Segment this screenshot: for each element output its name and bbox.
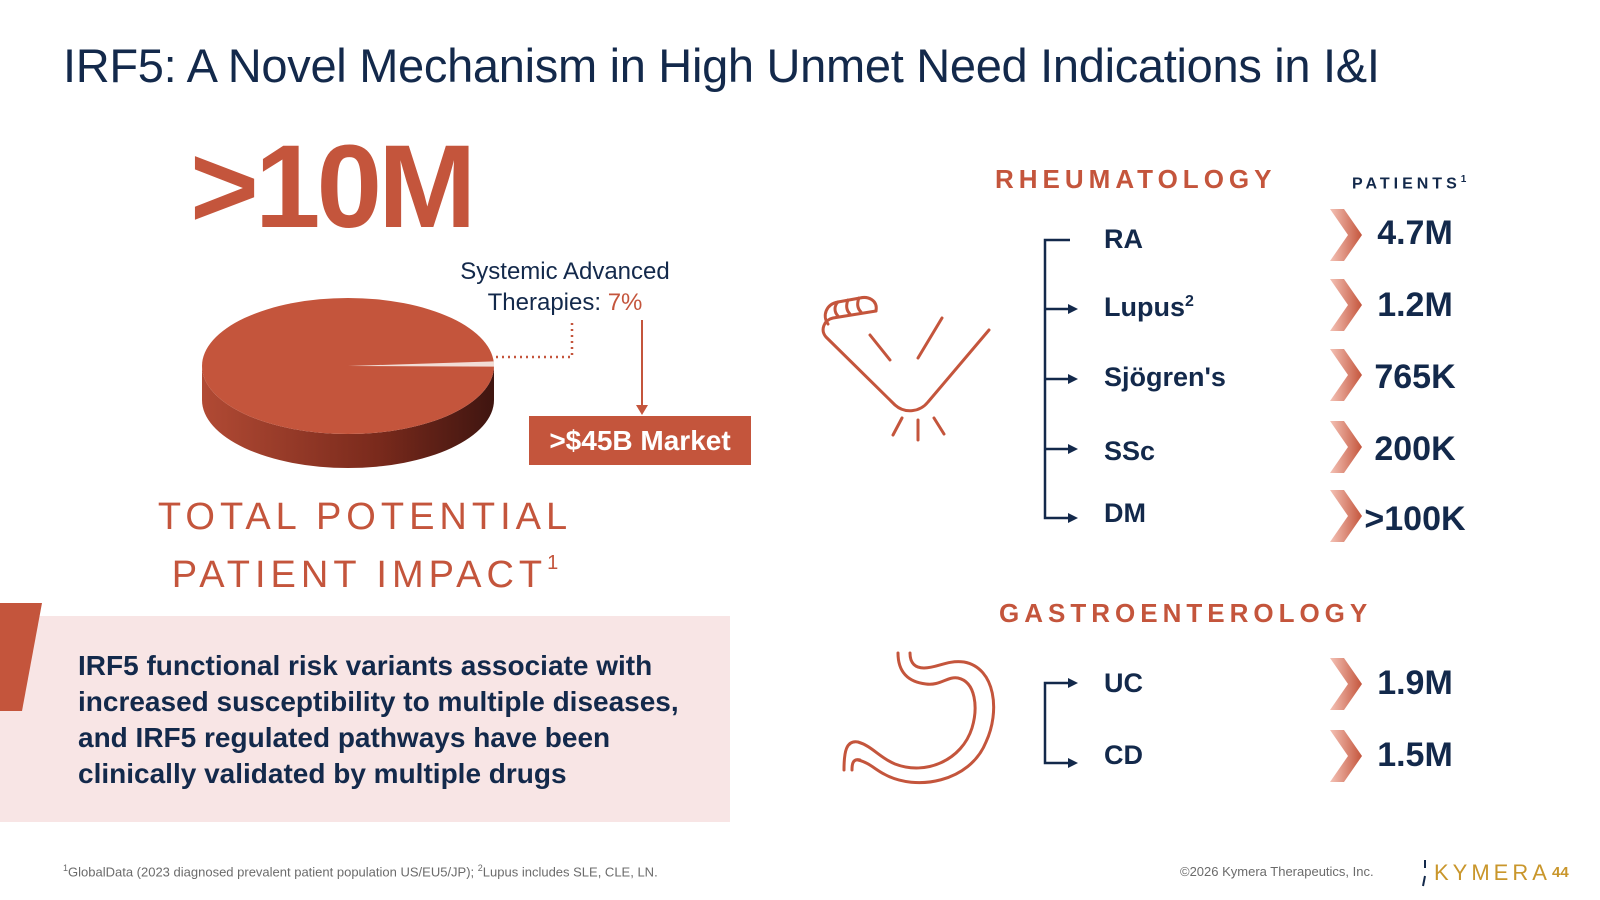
indication-cd: CD — [1104, 740, 1143, 771]
impact-line2: PATIENT IMPACT1 — [130, 540, 600, 598]
indication-label: SSc — [1104, 436, 1156, 466]
arm-joint-icon — [821, 296, 991, 442]
impact-footnote-ref: 1 — [547, 552, 559, 574]
footnote: 1GlobalData (2023 diagnosed prevalent pa… — [63, 863, 658, 879]
footnote-ref-2: 2 — [477, 863, 483, 873]
patients-value-cd: 1.5M — [1377, 736, 1453, 774]
indication-label: Lupus — [1104, 292, 1185, 322]
stomach-icon — [842, 651, 996, 785]
kymera-logo-mark — [1422, 860, 1426, 887]
page-title: IRF5: A Novel Mechanism in High Unmet Ne… — [63, 39, 1380, 92]
indication-label: CD — [1104, 740, 1143, 770]
indication-ra: RA — [1104, 224, 1143, 255]
indication-label: Sjögren's — [1104, 362, 1226, 392]
gastro-bracket — [1043, 681, 1070, 765]
patients-value-ra: 4.7M — [1377, 214, 1453, 252]
impact-line2-text: PATIENT IMPACT — [171, 554, 548, 596]
total-impact-label: TOTAL POTENTIAL PATIENT IMPACT1 — [130, 494, 600, 598]
indication-sjogrens: Sjögren's — [1104, 362, 1226, 393]
indication-sup: 2 — [1185, 293, 1194, 310]
patients-heading-text: PATIENTS — [1352, 175, 1461, 193]
rheumatology-bracket — [1043, 238, 1070, 520]
footnote-text-1: GlobalData (2023 diagnosed prevalent pat… — [68, 864, 478, 880]
pie-label-percent: 7% — [607, 289, 643, 316]
page-number: 44 — [1552, 864, 1569, 881]
impact-line1: TOTAL POTENTIAL — [157, 496, 573, 538]
pie-slice-label: Systemic Advanced Therapies: 7% — [445, 256, 685, 318]
gastroenterology-heading: GASTROENTEROLOGY — [999, 598, 1373, 628]
indication-label: RA — [1104, 224, 1143, 254]
patients-value-ssc: 200K — [1374, 430, 1456, 468]
total-patients-stat: >10M — [190, 121, 476, 253]
market-arrow-head — [636, 405, 648, 415]
pie-label-prefix: Therapies: — [487, 289, 608, 316]
patients-value-lupus: 1.2M — [1377, 286, 1453, 324]
indication-label: UC — [1104, 668, 1143, 698]
callout-text: IRF5 functional risk variants associate … — [78, 650, 679, 789]
patients-footnote-ref: 1 — [1460, 174, 1467, 185]
indication-dm: DM — [1104, 498, 1146, 529]
rheumatology-heading: RHEUMATOLOGY — [995, 164, 1277, 194]
patients-heading: PATIENTS1 — [1352, 174, 1466, 193]
patients-value-uc: 1.9M — [1377, 664, 1453, 702]
callout-accent-bar — [0, 603, 42, 711]
patients-value-sjogrens: 765K — [1374, 358, 1456, 396]
pie-top — [202, 298, 494, 434]
pie-label-line1: Systemic Advanced — [460, 258, 670, 285]
pie-slice-advanced-therapies — [348, 361, 494, 367]
pie-label-line2: Therapies: 7% — [445, 287, 685, 318]
footnote-text-2: Lupus includes SLE, CLE, LN. — [482, 864, 658, 880]
gastro-bracket-arrows — [1068, 678, 1078, 768]
indication-label: DM — [1104, 498, 1146, 528]
slice-connector-dotted — [496, 320, 574, 359]
market-size-box: >$45B Market — [529, 416, 751, 465]
callout-panel — [0, 616, 730, 822]
patients-value-dm: >100K — [1364, 500, 1466, 538]
indication-uc: UC — [1104, 668, 1143, 699]
rheumatology-bracket-arrows — [1068, 304, 1078, 523]
copyright: ©2026 Kymera Therapeutics, Inc. — [1180, 864, 1374, 879]
kymera-logo: KYMERA — [1434, 860, 1551, 885]
indication-lupus: Lupus2 — [1104, 292, 1194, 323]
indication-ssc: SSc — [1104, 436, 1155, 467]
footnote-ref-1: 1 — [63, 863, 69, 873]
pie-side — [202, 366, 494, 468]
